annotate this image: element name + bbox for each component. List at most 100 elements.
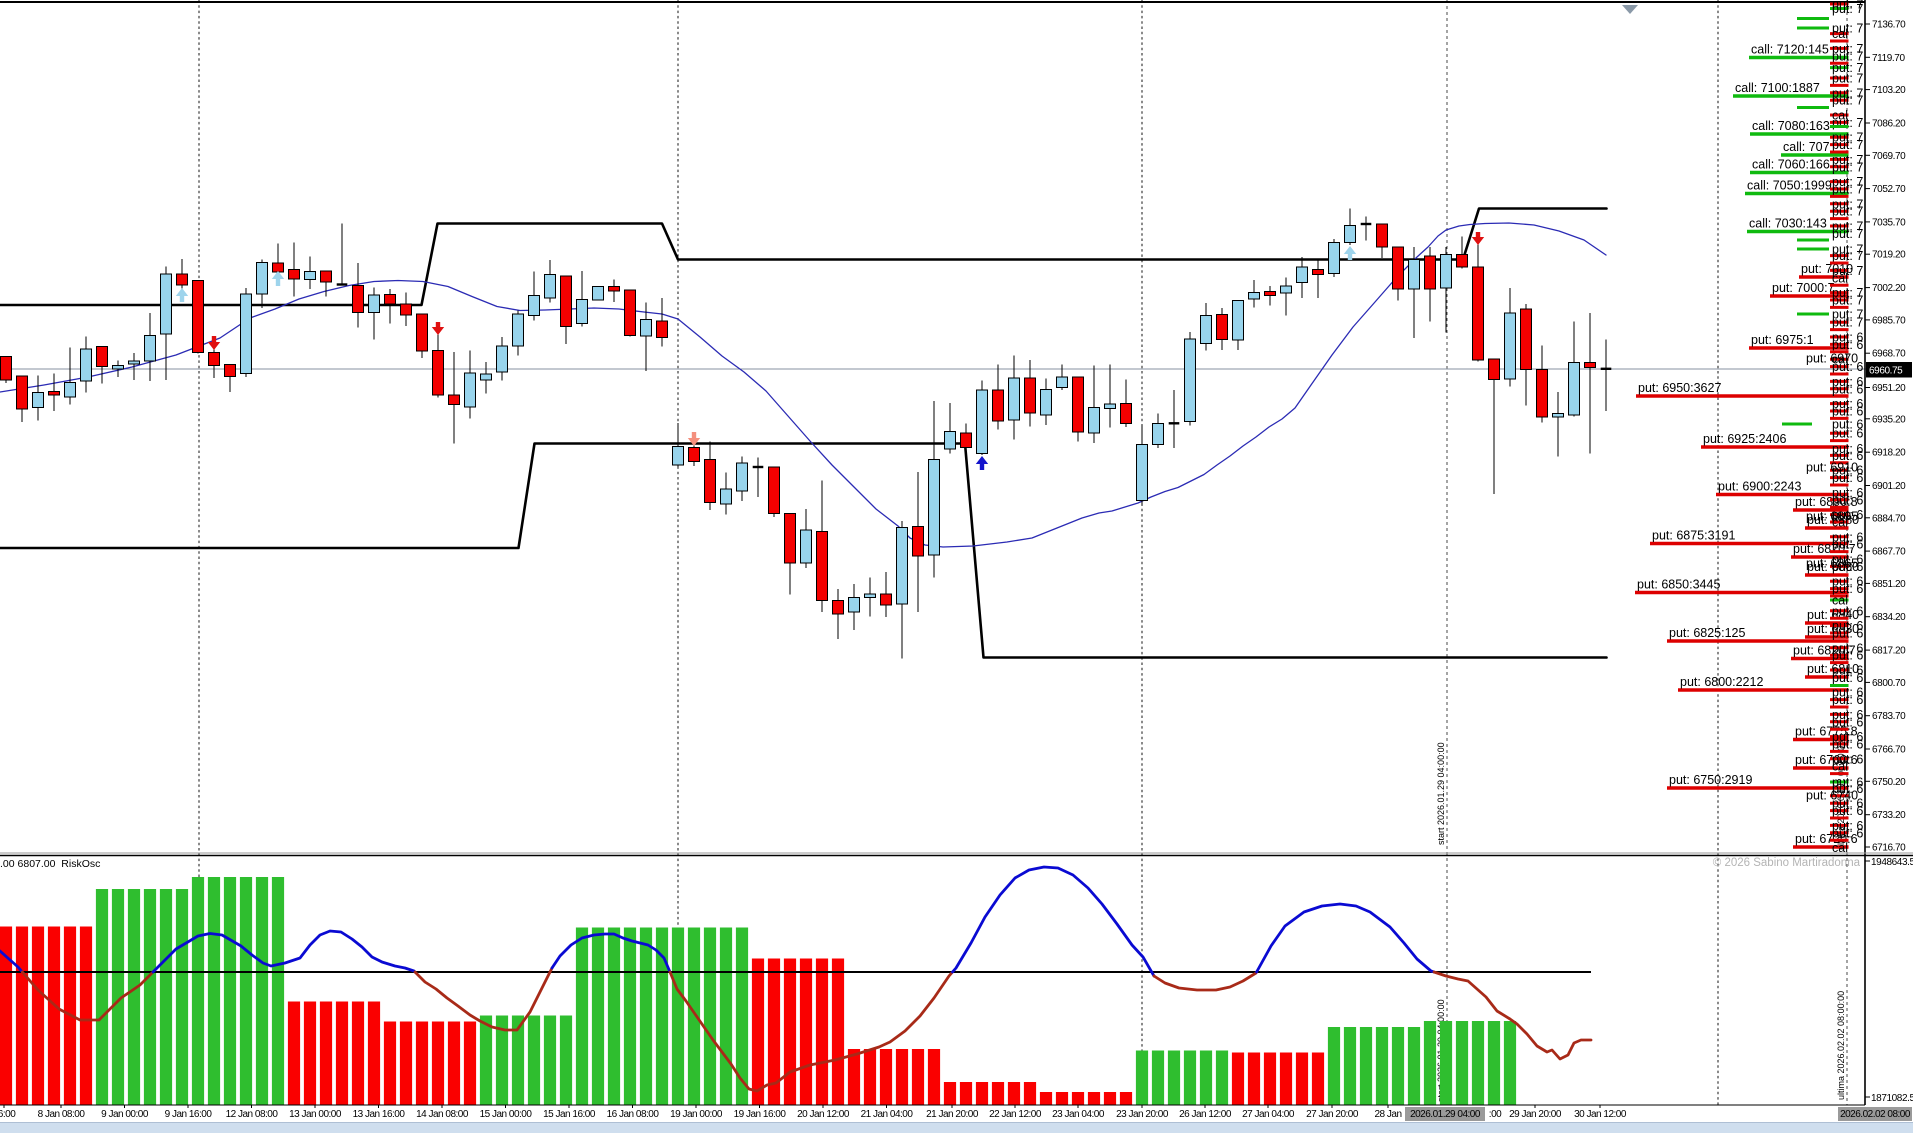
svg-text:6783.70: 6783.70: [1872, 711, 1906, 722]
svg-text:put: 6: put: 6: [1832, 804, 1863, 818]
svg-text:put: 7: put: 7: [1832, 227, 1863, 241]
svg-text:put: 6: put: 6: [1832, 664, 1863, 678]
svg-text:6884.70: 6884.70: [1872, 513, 1906, 524]
svg-text:put: 7: put: 7: [1832, 249, 1863, 263]
svg-text:put: 7: put: 7: [1832, 72, 1863, 86]
svg-text:call: 7120:145: call: 7120:145: [1751, 43, 1829, 57]
svg-text:9 Jan 16:00: 9 Jan 16:00: [165, 1109, 213, 1120]
svg-text:cal: cal: [1832, 594, 1848, 608]
svg-text:put: 7: put: 7: [1832, 138, 1863, 152]
svg-text:put: 6740: put: 6740: [1806, 789, 1858, 803]
svg-text:8 Jan 08:00: 8 Jan 08:00: [38, 1109, 86, 1120]
svg-text:put: 6: put: 6: [1832, 360, 1863, 374]
svg-text:put: 7: put: 7: [1832, 316, 1863, 330]
svg-text:call: 7100:1887: call: 7100:1887: [1735, 81, 1820, 95]
svg-text:6834.20: 6834.20: [1872, 612, 1906, 623]
svg-text:put: 6: put: 6: [1832, 671, 1863, 685]
svg-text:put: 6: put: 6: [1832, 382, 1863, 396]
svg-text:put: 6: put: 6: [1832, 752, 1863, 766]
svg-text:6867.70: 6867.70: [1872, 547, 1906, 558]
svg-text:ultima 2026.02.02 08:00:00: ultima 2026.02.02 08:00:00: [1836, 991, 1846, 1100]
svg-text:put: 6: put: 6: [1832, 819, 1863, 833]
svg-text:put: 6895: put: 6895: [1806, 510, 1858, 524]
svg-text:7002.20: 7002.20: [1872, 283, 1906, 294]
svg-text:put: 6: put: 6: [1832, 338, 1863, 352]
svg-text:put: 6: put: 6: [1832, 464, 1863, 478]
svg-text:put: 7: put: 7: [1832, 294, 1863, 308]
svg-text:cal: cal: [1832, 841, 1848, 855]
svg-text:1871082.5: 1871082.5: [1871, 1093, 1913, 1104]
svg-text:call: 7030:143: call: 7030:143: [1749, 217, 1827, 231]
svg-text:cal: cal: [1832, 760, 1848, 774]
svg-text:put: 6: put: 6: [1832, 442, 1863, 456]
svg-text:put: 7: put: 7: [1832, 197, 1863, 211]
svg-text:12 Jan 08:00: 12 Jan 08:00: [226, 1109, 279, 1120]
svg-text:put: 7: put: 7: [1832, 2, 1863, 16]
svg-text:put: 6: put: 6: [1832, 405, 1863, 419]
svg-text:7052.70: 7052.70: [1872, 184, 1906, 195]
svg-text:16:00: 16:00: [0, 1109, 16, 1120]
svg-text:put: 7: put: 7: [1832, 183, 1863, 197]
svg-text:7103.20: 7103.20: [1872, 85, 1906, 96]
svg-text:put: 7: put: 7: [1832, 86, 1863, 100]
svg-text:put: 6: put: 6: [1832, 575, 1863, 589]
svg-text:6968.70: 6968.70: [1872, 349, 1906, 360]
svg-text:call: 7050:1999: call: 7050:1999: [1747, 179, 1832, 193]
svg-text:19 Jan 00:00: 19 Jan 00:00: [670, 1109, 723, 1120]
svg-text:put: 7: put: 7: [1832, 153, 1863, 167]
svg-text:put: 6: put: 6: [1832, 619, 1863, 633]
svg-text:put: 6925:2406: put: 6925:2406: [1703, 432, 1786, 446]
svg-text:put: 7: put: 7: [1832, 94, 1863, 108]
svg-text:14 Jan 08:00: 14 Jan 08:00: [416, 1109, 469, 1120]
svg-text:put: 7: put: 7: [1832, 22, 1863, 36]
svg-text:put: 6760:6: put: 6760:6: [1795, 753, 1858, 767]
svg-text:9 Jan 00:00: 9 Jan 00:00: [101, 1109, 149, 1120]
svg-text:29 Jan 20:00: 29 Jan 20:00: [1509, 1109, 1562, 1120]
svg-text:23 Jan 20:00: 23 Jan 20:00: [1116, 1109, 1169, 1120]
svg-text:put: 6: put: 6: [1832, 493, 1863, 507]
svg-text:put: 6850:3445: put: 6850:3445: [1637, 578, 1720, 592]
svg-text:put: 6975:1: put: 6975:1: [1751, 333, 1814, 347]
svg-text:cal: cal: [1832, 516, 1848, 530]
svg-text:put: 6: put: 6: [1832, 582, 1863, 596]
svg-text:put: 6900:2243: put: 6900:2243: [1718, 480, 1801, 494]
svg-text:6985.70: 6985.70: [1872, 315, 1906, 326]
svg-text:put: 6: put: 6: [1832, 471, 1863, 485]
svg-text:put: 6: put: 6: [1832, 715, 1863, 729]
svg-text:put: 6: put: 6: [1832, 730, 1863, 744]
svg-text:put: 6: put: 6: [1832, 826, 1863, 840]
svg-text:put: 6: put: 6: [1832, 508, 1863, 522]
svg-text:put: 6: put: 6: [1832, 449, 1863, 463]
svg-text:put: 6: put: 6: [1832, 486, 1863, 500]
svg-text:put: 6: put: 6: [1832, 427, 1863, 441]
svg-text:put: 6: put: 6: [1832, 641, 1863, 655]
svg-text:put: 7: put: 7: [1832, 205, 1863, 219]
svg-text:put: 6: put: 6: [1832, 649, 1863, 663]
svg-text:1948643.5: 1948643.5: [1871, 857, 1913, 868]
svg-text:call: 707: call: 707: [1783, 140, 1830, 154]
svg-text:put: 6: put: 6: [1832, 738, 1863, 752]
svg-text:put: 7: put: 7: [1832, 49, 1863, 63]
svg-text:put: 6: put: 6: [1832, 776, 1863, 790]
svg-text:put: 6: put: 6: [1832, 375, 1863, 389]
svg-text:put: 6950:3627: put: 6950:3627: [1638, 381, 1721, 395]
svg-text:put: 6: put: 6: [1832, 708, 1863, 722]
svg-text:6800.70: 6800.70: [1872, 678, 1906, 689]
svg-text:put: 6: put: 6: [1832, 627, 1863, 641]
svg-text:put: 6: put: 6: [1832, 397, 1863, 411]
svg-text:put: 7: put: 7: [1832, 175, 1863, 189]
svg-text:cal: cal: [1832, 353, 1848, 367]
svg-text::00: :00: [1489, 1109, 1502, 1120]
svg-text:7119.70: 7119.70: [1872, 53, 1905, 64]
svg-text:21 Jan 20:00: 21 Jan 20:00: [926, 1109, 979, 1120]
svg-text:7086.20: 7086.20: [1872, 119, 1906, 130]
svg-text:© 2026 Sabino Martiradonna: © 2026 Sabino Martiradonna: [1713, 857, 1861, 869]
svg-text:put: 7: put: 7: [1832, 308, 1863, 322]
svg-text:put: 6865: put: 6865: [1806, 557, 1858, 571]
svg-text:put: 7: put: 7: [1832, 0, 1863, 12]
svg-text:28 Jan: 28 Jan: [1374, 1109, 1401, 1120]
svg-text:put: 7: put: 7: [1832, 131, 1863, 145]
svg-text:22 Jan 12:00: 22 Jan 12:00: [989, 1109, 1042, 1120]
svg-text:put: 7: put: 7: [1832, 160, 1863, 174]
svg-text:15 Jan 00:00: 15 Jan 00:00: [480, 1109, 533, 1120]
